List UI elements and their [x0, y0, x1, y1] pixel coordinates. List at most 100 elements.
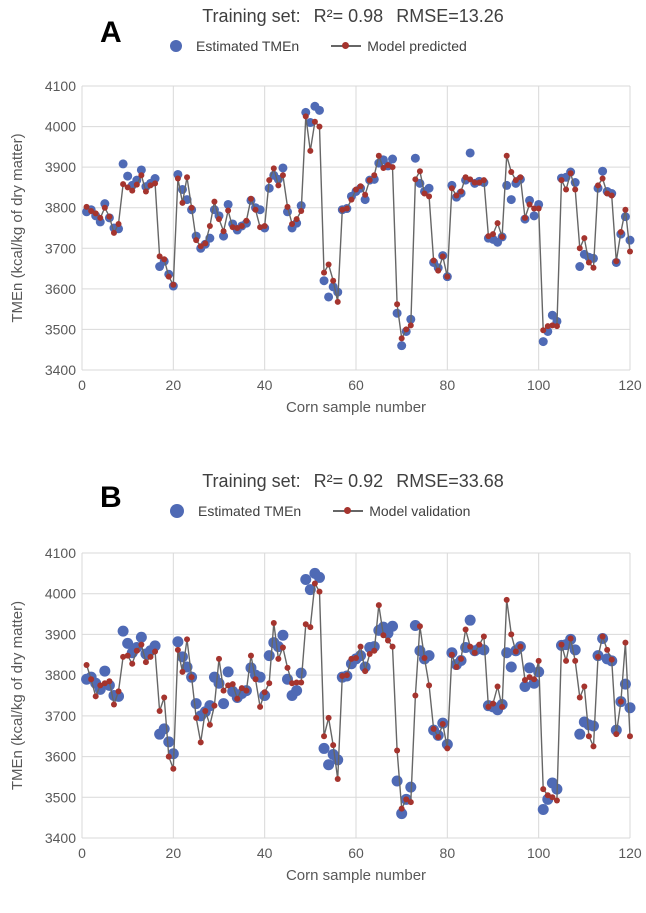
estimated-point	[149, 640, 161, 652]
model-point	[499, 703, 506, 710]
model-point	[101, 204, 108, 211]
model-point	[321, 269, 328, 276]
estimated-point	[391, 775, 403, 787]
model-point	[448, 185, 455, 192]
model-point	[599, 633, 606, 640]
model-point	[156, 253, 163, 260]
model-point	[453, 192, 460, 199]
model-point	[247, 652, 254, 659]
x-axis-title: Corn sample number	[286, 399, 426, 416]
model-point	[211, 702, 218, 709]
model-point	[188, 674, 195, 681]
x-tick-label: 40	[257, 377, 273, 393]
model-point	[330, 277, 337, 284]
model-point	[375, 602, 382, 609]
model-point	[343, 672, 350, 679]
model-point	[585, 259, 592, 266]
model-point	[608, 192, 615, 199]
model-point	[88, 207, 95, 214]
x-tick-label: 60	[348, 377, 364, 393]
model-point	[247, 195, 254, 202]
model-point	[88, 676, 95, 683]
estimated-point	[388, 154, 398, 164]
legend-estimated-a-label: Estimated TMEn	[196, 38, 300, 54]
model-point	[549, 794, 556, 801]
model-point	[490, 231, 496, 238]
x-tick-label: 120	[618, 845, 642, 861]
model-point	[275, 182, 282, 189]
chart-a-legend: Estimated TMEn Model predicted	[170, 38, 499, 54]
estimated-point	[300, 573, 312, 585]
model-point	[490, 700, 496, 707]
model-point	[480, 177, 487, 184]
y-tick-label: 3400	[45, 830, 76, 846]
model-point	[147, 653, 154, 660]
model-point	[576, 245, 583, 252]
estimated-point	[278, 163, 288, 173]
model-point	[216, 216, 222, 223]
estimated-point	[537, 804, 549, 815]
model-point	[307, 624, 314, 631]
model-point	[613, 731, 620, 738]
x-tick-label: 100	[527, 377, 551, 393]
model-point	[321, 733, 328, 740]
y-tick-label: 3600	[45, 749, 76, 765]
chart-b-svg: 3400 3500 3600 3700 3800 3900 4000 4100 0 20 40 60 8…	[9, 545, 642, 884]
y-tick-label: 4000	[45, 119, 76, 135]
y-tick-label: 3600	[45, 281, 76, 297]
model-point	[458, 188, 465, 195]
y-axis-title: TMEn (kcal/kg of dry matter)	[9, 133, 26, 322]
model-point	[142, 188, 149, 195]
model-point	[366, 177, 373, 184]
model-point	[311, 118, 318, 125]
y-tick-label: 3500	[45, 321, 76, 337]
y-tick-label: 3800	[45, 667, 76, 683]
panel-a: 3400 3500 3600 3700 3800 3900 4000 4100 0 20 40 60 8…	[0, 0, 646, 448]
model-point	[585, 733, 592, 740]
model-point	[92, 693, 99, 700]
y-tick-label: 4100	[45, 78, 76, 94]
model-point	[508, 631, 515, 638]
model-point	[353, 186, 359, 193]
chart-b-title: Training set: R²= 0.92 RMSE=33.68	[0, 471, 646, 492]
model-point	[311, 580, 318, 587]
legend-estimated-b: Estimated TMEn	[170, 503, 301, 519]
model-point	[553, 323, 560, 330]
legend-model-b: Model validation	[333, 503, 470, 519]
model-point	[471, 179, 478, 186]
model-point	[293, 216, 300, 223]
model-point	[193, 237, 200, 244]
model-point	[110, 229, 117, 236]
model-point	[184, 174, 191, 181]
chart-b-title-rmse: RMSE=33.68	[396, 471, 504, 491]
model-point	[526, 674, 533, 681]
model-point	[421, 655, 428, 662]
model-point	[467, 176, 474, 183]
panel-b-label: B	[100, 481, 122, 514]
estimated-point	[598, 166, 608, 176]
model-point	[462, 174, 469, 181]
model-point	[508, 169, 515, 176]
x-tick-label: 100	[527, 845, 551, 861]
model-point	[512, 177, 519, 184]
model-point	[608, 656, 615, 663]
model-point	[243, 217, 250, 224]
estimated-point	[359, 661, 371, 673]
model-point	[485, 703, 492, 710]
model-point	[97, 682, 104, 689]
estimated-point	[524, 662, 536, 674]
model-point	[229, 224, 236, 231]
model-point	[161, 256, 168, 263]
model-point	[124, 652, 131, 659]
model-point	[384, 162, 391, 169]
estimated-point	[538, 337, 548, 347]
model-point	[572, 186, 579, 193]
estimated-point	[172, 636, 184, 648]
model-point	[412, 692, 419, 699]
model-point	[257, 703, 264, 710]
model-point	[138, 172, 145, 179]
model-point	[558, 177, 565, 184]
estimated-point	[204, 700, 216, 712]
chart-a-svg: 3400 3500 3600 3700 3800 3900 4000 4100 0 20 40 60 8…	[9, 78, 642, 416]
model-point	[403, 326, 410, 333]
